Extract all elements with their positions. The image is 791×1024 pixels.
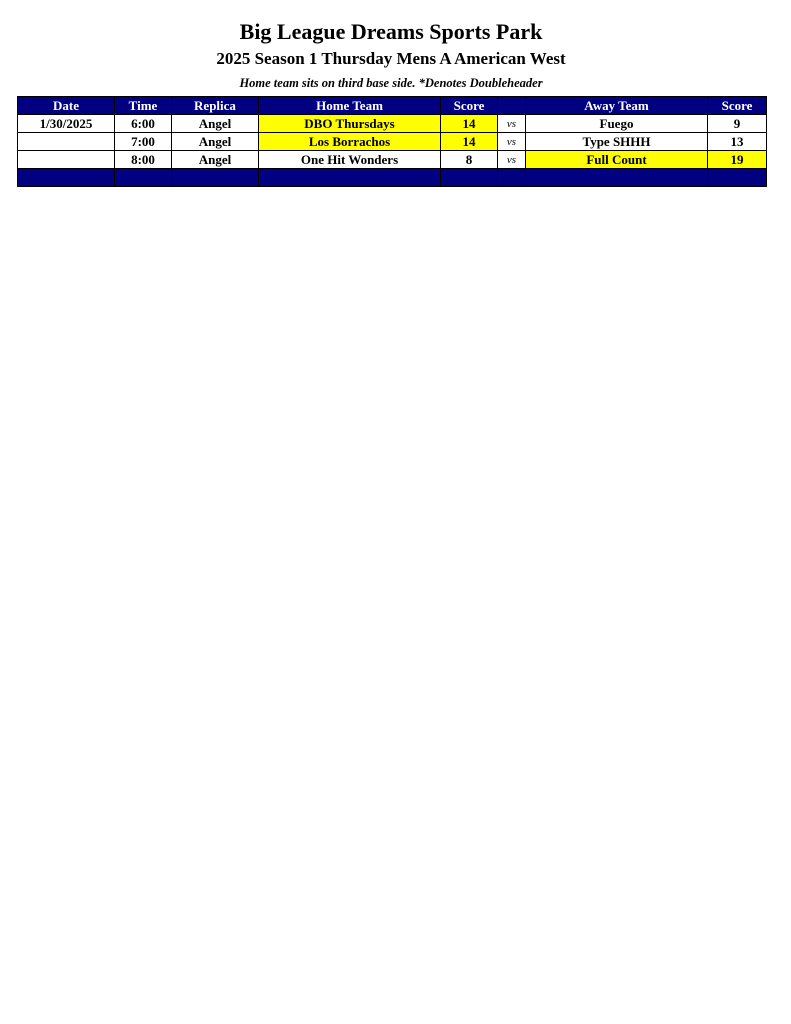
header-row: Date Time Replica Home Team Score Away T… <box>17 96 767 115</box>
table-row: 1/30/2025 6:00 Angel DBO Thursdays 14 vs Fuego… <box>17 114 767 133</box>
home-score-cell: 14 <box>440 114 498 133</box>
replica-cell: Angel <box>171 114 259 133</box>
footer-cell <box>258 168 441 187</box>
header-replica: Replica <box>171 96 259 115</box>
vs-cell: vs <box>497 132 526 151</box>
header-away-team: Away Team <box>525 96 708 115</box>
vs-cell: vs <box>497 150 526 169</box>
vs-cell: vs <box>497 114 526 133</box>
home-team-cell: Los Borrachos <box>258 132 441 151</box>
away-score-cell: 13 <box>707 132 767 151</box>
header-home-score: Score <box>440 96 498 115</box>
table-row: 8:00 Angel One Hit Wonders 8 vs Full Count 19 <box>17 150 767 169</box>
footer-cell <box>525 168 708 187</box>
footer-cell <box>17 168 115 187</box>
time-cell: 7:00 <box>114 132 172 151</box>
header-date: Date <box>17 96 115 115</box>
footer-cell <box>114 168 172 187</box>
page-subtitle: 2025 Season 1 Thursday Mens A American W… <box>216 49 566 68</box>
footer-cell <box>171 168 259 187</box>
replica-cell: Angel <box>171 150 259 169</box>
time-cell: 6:00 <box>114 114 172 133</box>
away-team-cell: Type SHHH <box>525 132 708 151</box>
away-team-cell: Full Count <box>525 150 708 169</box>
footer-row <box>17 168 767 187</box>
home-team-cell: DBO Thursdays <box>258 114 441 133</box>
note: Home team sits on third base side. *Deno… <box>239 76 543 90</box>
away-team-cell: Fuego <box>525 114 708 133</box>
header-vs <box>497 96 526 115</box>
time-cell: 8:00 <box>114 150 172 169</box>
date-cell <box>17 150 115 169</box>
header-time: Time <box>114 96 172 115</box>
footer-cell <box>440 168 498 187</box>
header-away-score: Score <box>707 96 767 115</box>
header-home-team: Home Team <box>258 96 441 115</box>
away-score-cell: 19 <box>707 150 767 169</box>
replica-cell: Angel <box>171 132 259 151</box>
footer-cell <box>707 168 767 187</box>
home-score-cell: 14 <box>440 132 498 151</box>
away-score-cell: 9 <box>707 114 767 133</box>
date-cell: 1/30/2025 <box>17 114 115 133</box>
date-cell <box>17 132 115 151</box>
home-score-cell: 8 <box>440 150 498 169</box>
home-team-cell: One Hit Wonders <box>258 150 441 169</box>
footer-cell <box>497 168 526 187</box>
page-title: Big League Dreams Sports Park <box>239 19 543 44</box>
schedule-table: Date Time Replica Home Team Score Away T… <box>17 96 767 187</box>
table-row: 7:00 Angel Los Borrachos 14 vs Type SHHH 13 <box>17 132 767 151</box>
